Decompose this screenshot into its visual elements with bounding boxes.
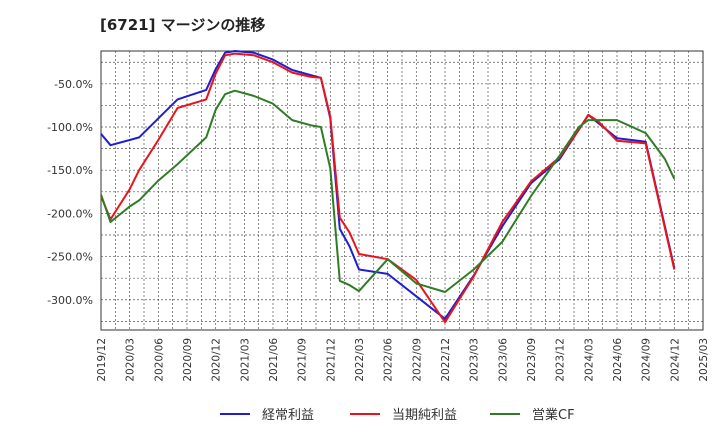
- x-tick-label: 2020/12: [211, 338, 223, 382]
- x-tick-label: 2024/12: [669, 338, 681, 382]
- x-tick-label: 2021/12: [325, 338, 337, 382]
- y-tick-label: -300.0%: [47, 294, 93, 307]
- series-line-2: [100, 52, 676, 324]
- x-tick-label: 2022/06: [383, 338, 395, 382]
- chart-title: [6721] マージンの推移: [100, 16, 265, 34]
- x-tick-label: 2024/06: [612, 338, 624, 382]
- x-tick-label: 2022/03: [354, 338, 366, 382]
- x-tick-label: 2021/09: [297, 338, 309, 382]
- x-tick-label: 2024/03: [583, 338, 595, 382]
- y-tick-label: -50.0%: [54, 78, 93, 91]
- y-axis-ticks: -50.0% -100.0% -150.0% -200.0% -250.0% -300.0…: [47, 78, 93, 307]
- legend-label-3: 営業CF: [532, 407, 575, 423]
- x-tick-label: 2020/06: [153, 338, 165, 382]
- y-tick-label: -150.0%: [47, 164, 93, 177]
- x-tick-label: 2023/09: [526, 338, 538, 382]
- x-tick-label: 2022/09: [411, 338, 423, 382]
- series-lines: [100, 50, 676, 324]
- legend-label-1: 経常利益: [262, 408, 314, 423]
- series-line-3: [100, 89, 676, 293]
- y-tick-label: -100.0%: [47, 121, 93, 134]
- x-tick-label: 2023/03: [469, 338, 481, 382]
- x-tick-label: 2021/03: [239, 338, 251, 382]
- x-tick-label: 2023/12: [555, 338, 567, 382]
- y-tick-label: -250.0%: [47, 251, 93, 264]
- x-tick-label: 2025/03: [698, 338, 710, 382]
- y-tick-label: -200.0%: [47, 207, 93, 220]
- x-tick-label: 2019/12: [96, 338, 108, 382]
- x-tick-label: 2021/06: [268, 338, 280, 382]
- x-tick-label: 2023/06: [497, 338, 509, 382]
- x-tick-label: 2020/03: [125, 338, 137, 382]
- legend: 経常利益 当期純利益 営業CF: [220, 407, 575, 423]
- x-tick-label: 2024/09: [641, 338, 653, 382]
- x-axis-ticks: 2019/12 2020/03 2020/06 2020/09 2020/12 2021/…: [96, 338, 710, 382]
- x-tick-label: 2022/12: [440, 338, 452, 382]
- x-tick-label: 2020/09: [182, 338, 194, 382]
- legend-label-2: 当期純利益: [392, 408, 457, 423]
